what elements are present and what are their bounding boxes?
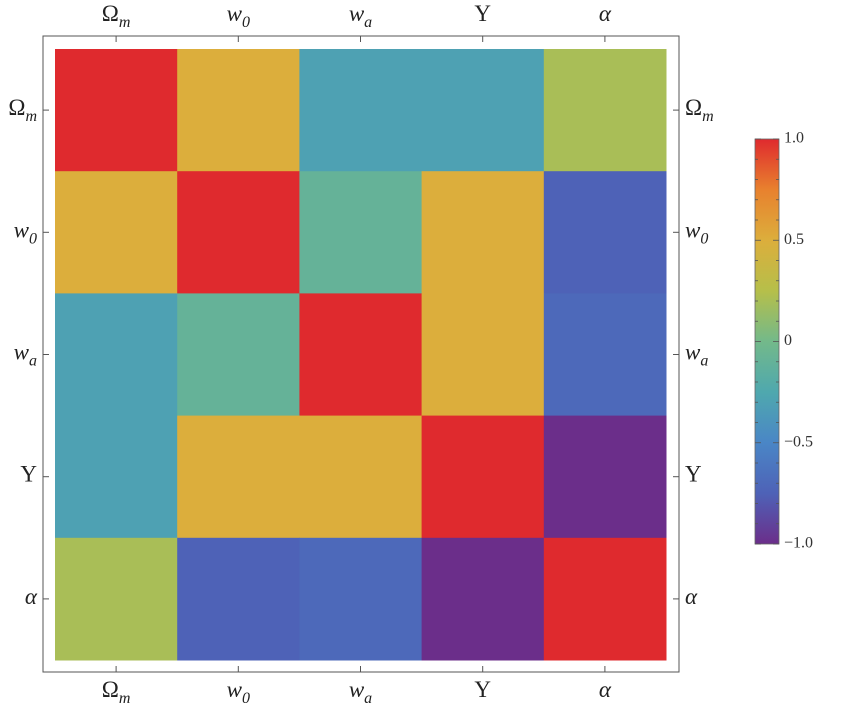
heatmap-cell [421,293,545,417]
x-tick-label-bottom: w0 [227,677,250,706]
axis-tick-labels: Ωm Ωm Ωm Ωm w0 w0 w0 w0 wa wa wa wa Υ Υ Υ Υα α α α [8,1,713,706]
y-tick-label-left: w0 [14,218,37,247]
heatmap-cell [299,293,423,417]
heatmap-cell [421,537,545,661]
heatmap-cell [421,415,545,539]
x-tick-label-bottom: wa [349,677,372,706]
x-tick-label-top: Ωm [102,1,131,30]
colorbar-tick-label: 0.5 [784,231,804,248]
colorbar-tick-label: 0 [784,332,792,349]
heatmap-cell [55,537,178,661]
colorbar: 1.0 0.5 0 −0.5 −1.0 [754,130,813,552]
x-tick-label-top: Υ [474,1,491,26]
heatmap-cell [543,537,667,661]
heatmap-cell [299,537,423,661]
heatmap-cell [55,415,178,539]
y-tick-label-left: Ωm [8,95,37,124]
heatmap-cell [543,49,667,172]
x-tick-label-bottom: Υ [474,677,491,702]
heatmap-cell [55,171,178,294]
x-tick-label-top: w0 [227,1,250,30]
heatmap-cell [543,293,667,417]
y-tick-label-right: wa [685,340,708,369]
y-tick-label-left: α [25,584,38,609]
heatmap-cell [421,49,545,172]
x-tick-label-bottom: α [599,677,612,702]
colorbar-tick-label: 1.0 [784,130,804,147]
heatmap-cells [55,49,667,661]
heatmap-cell [299,171,423,294]
y-tick-label-right: w0 [685,218,708,247]
heatmap-cell [177,171,300,294]
heatmap-cell [299,49,423,172]
heatmap-cell [299,415,423,539]
heatmap-cell [543,415,667,539]
x-tick-label-top: α [599,1,612,26]
heatmap-cell [543,171,667,294]
colorbar-tick-label: −0.5 [784,433,813,450]
y-tick-label-right: Ωm [685,95,714,124]
y-tick-label-left: wa [14,340,37,369]
heatmap-cell [177,293,300,417]
heatmap-cell [177,415,300,539]
x-tick-label-bottom: Ωm [102,677,131,706]
colorbar-tick-label: −1.0 [784,535,813,552]
y-tick-label-left: Υ [20,462,37,487]
y-tick-label-right: Υ [685,462,702,487]
heatmap-cell [177,537,300,661]
y-tick-label-right: α [685,584,698,609]
heatmap-cell [55,293,178,417]
axis-ticks [43,36,679,672]
x-tick-label-top: wa [349,1,372,30]
heatmap-cell [177,49,300,172]
heatmap-cell [421,171,545,294]
heatmap-cell [55,49,178,172]
